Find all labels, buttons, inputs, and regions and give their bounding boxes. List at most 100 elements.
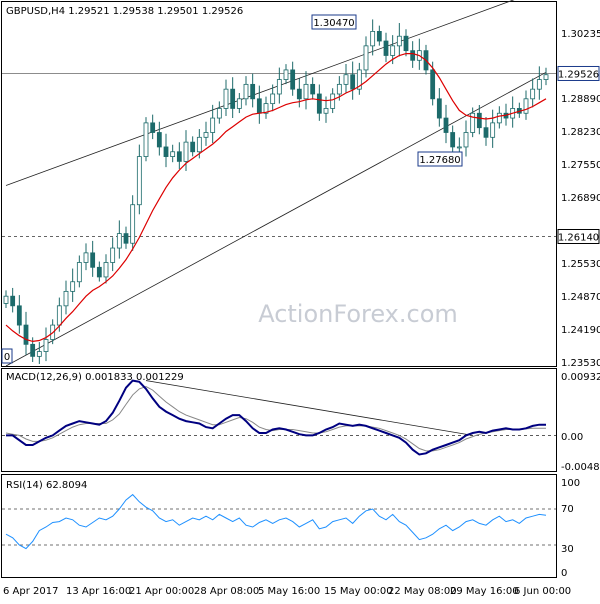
candle-body — [490, 122, 496, 138]
candle-body — [476, 112, 482, 129]
rsi-tick-label: 100 — [561, 478, 580, 489]
candle-body — [16, 305, 22, 326]
candle-body — [63, 290, 69, 307]
candle-body — [343, 74, 349, 85]
candle-body — [236, 98, 242, 109]
moving-average — [5, 52, 547, 343]
candle-body — [523, 98, 529, 114]
x-tick-label: 22 May 08:00 — [388, 586, 457, 597]
candle-body — [376, 31, 382, 42]
candle-body — [130, 204, 136, 244]
candle-body — [210, 117, 216, 133]
support-level-box — [557, 228, 600, 244]
candle-body — [30, 343, 36, 357]
candle-body — [303, 83, 309, 100]
candle-body — [103, 262, 109, 278]
candle-body — [530, 88, 536, 100]
candle-body — [436, 98, 442, 119]
price-tick-label: 1.28890 — [561, 94, 600, 105]
candle-body — [283, 69, 289, 80]
candle-body — [310, 83, 316, 95]
candle-body — [410, 50, 416, 61]
price-tick-label: 1.28230 — [561, 127, 600, 138]
candle-body — [56, 305, 62, 326]
x-tick-label: 6 Jun 00:00 — [514, 586, 571, 597]
rsi-title: RSI(14) 62.8094 — [6, 480, 87, 491]
candle-body — [370, 31, 376, 47]
candle-body — [216, 108, 222, 119]
macd-title: MACD(12,26,9) 0.001833 0.001229 — [6, 372, 184, 383]
left-edge-box — [1, 348, 13, 364]
candle-body — [396, 35, 402, 47]
candle-body — [76, 262, 82, 283]
candle-body — [330, 93, 336, 109]
price-tick-label: 1.24870 — [561, 292, 600, 303]
price-y-axis: 1.30235 1.28890 1.28230 1.27550 1.26890 … — [561, 29, 600, 369]
low-annotation: 1.27680 — [419, 155, 460, 166]
x-tick-label: 15 May 00:00 — [324, 586, 393, 597]
candle-body — [263, 103, 269, 114]
price-tick-label: 1.30235 — [561, 29, 600, 40]
candle-body — [3, 295, 9, 304]
candle-body — [363, 45, 369, 71]
macd-line — [6, 379, 546, 456]
macd-panel — [1, 368, 557, 472]
price-tick-label: 1.27550 — [561, 160, 600, 171]
candle-body — [83, 252, 89, 263]
candle-body — [176, 151, 182, 162]
rsi-tick-label: 0 — [561, 568, 567, 579]
rsi-panel — [1, 474, 557, 578]
candle-body — [196, 136, 202, 153]
candle-body — [383, 40, 389, 56]
candle-body — [323, 108, 329, 114]
macd-lines — [2, 379, 556, 456]
candle-body — [390, 45, 396, 56]
candle-body — [23, 324, 29, 345]
macd-trendline — [145, 380, 473, 436]
candle-body — [223, 88, 229, 109]
candle-body — [496, 112, 502, 124]
candle-body — [350, 74, 356, 90]
candle-body — [183, 141, 189, 162]
high-annotation-box — [311, 14, 357, 30]
price-tick-label: 1.24190 — [561, 325, 600, 336]
candle-body — [190, 141, 196, 153]
price-title: GBPUSD,H4 1.29521 1.29538 1.29501 1.2952… — [6, 6, 243, 17]
candle-body — [90, 252, 96, 268]
rsi-tick-label: 70 — [561, 504, 574, 515]
candle-body — [336, 83, 342, 95]
support-level-label: 1.26140 — [558, 232, 599, 243]
candle-body — [356, 69, 362, 90]
candle-body — [203, 132, 209, 138]
price-tick-label: 1.23530 — [561, 358, 600, 369]
candle-body — [430, 69, 436, 100]
candle-body — [230, 88, 236, 109]
x-tick-label: 13 Apr 16:00 — [66, 586, 131, 597]
candle-body — [470, 112, 476, 133]
candle-body — [296, 88, 302, 100]
candle-body — [143, 122, 149, 157]
low-annotation-box — [417, 151, 463, 167]
macd-tick-label: 0.00 — [561, 432, 583, 443]
macd-tick-label: 0.009321 — [561, 372, 600, 383]
x-tick-label: 21 Apr 00:00 — [129, 586, 194, 597]
candle-body — [483, 127, 489, 138]
current-price-label-box — [557, 65, 600, 81]
candle-body — [290, 69, 296, 90]
candle-body — [70, 281, 76, 292]
candle-body — [276, 79, 282, 95]
current-price-label: 1.29526 — [558, 69, 599, 80]
high-annotation: 1.30470 — [313, 18, 354, 29]
candle-body — [163, 146, 169, 157]
candle-body — [450, 132, 456, 148]
candle-body — [150, 122, 156, 133]
x-tick-label: 29 May 16:00 — [450, 586, 519, 597]
candle-body — [463, 132, 469, 148]
candle-body — [316, 93, 322, 114]
x-tick-label: 6 Apr 2017 — [3, 586, 58, 597]
moving-average-line — [5, 52, 547, 343]
price-panel — [1, 1, 557, 367]
candles — [3, 19, 549, 364]
candle-body — [116, 233, 122, 249]
